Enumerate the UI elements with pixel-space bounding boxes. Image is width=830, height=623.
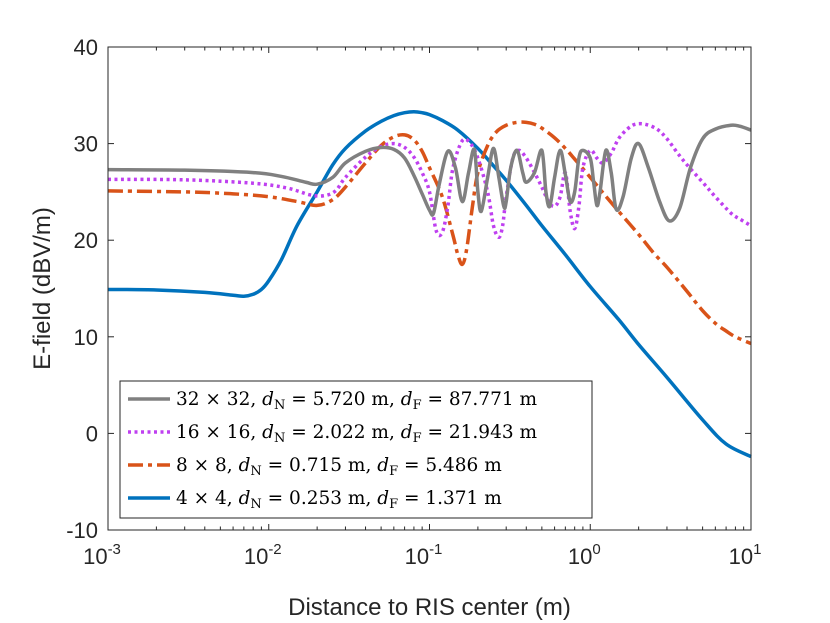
legend-label-32x32: 32 × 32, dN = 5.720 m, dF = 87.771 m: [176, 389, 537, 413]
y-tick-label: -10: [66, 518, 98, 543]
x-tick-label: 101: [729, 541, 762, 569]
ticks-layer: 10-3 10-2 10-1 100 101 -10 0 10 20 30 40: [66, 35, 761, 569]
y-tick-label: 40: [74, 35, 98, 60]
y-tick-label: 20: [74, 228, 98, 253]
series-line-8x8: [107, 120, 752, 346]
x-tick-label: 10-2: [244, 541, 282, 569]
y-tick-label: 10: [74, 325, 98, 350]
x-tick-label: 10-3: [83, 541, 121, 569]
series-layer: [107, 109, 752, 459]
legend-label-4x4: 4 × 4, dN = 0.253 m, dF = 1.371 m: [176, 488, 502, 512]
x-axis-label: Distance to RIS center (m): [288, 594, 571, 621]
x-tick-label: 10-1: [405, 541, 443, 569]
legend: 32 × 32, dN = 5.720 m, dF = 87.771 m 16 ×…: [119, 380, 593, 519]
legend-label-8x8: 8 × 8, dN = 0.715 m, dF = 5.486 m: [176, 455, 502, 479]
series-line-32x32: [107, 123, 752, 223]
series-line-4x4: [107, 109, 752, 459]
y-tick-label: 30: [74, 132, 98, 157]
legend-label-16x16: 16 × 16, dN = 2.022 m, dF = 21.943 m: [176, 422, 537, 446]
y-tick-label: 0: [86, 421, 98, 446]
legend-box: [119, 380, 593, 519]
x-tick-label: 100: [568, 541, 601, 569]
y-axis-label: E-field (dBV/m): [29, 207, 56, 370]
